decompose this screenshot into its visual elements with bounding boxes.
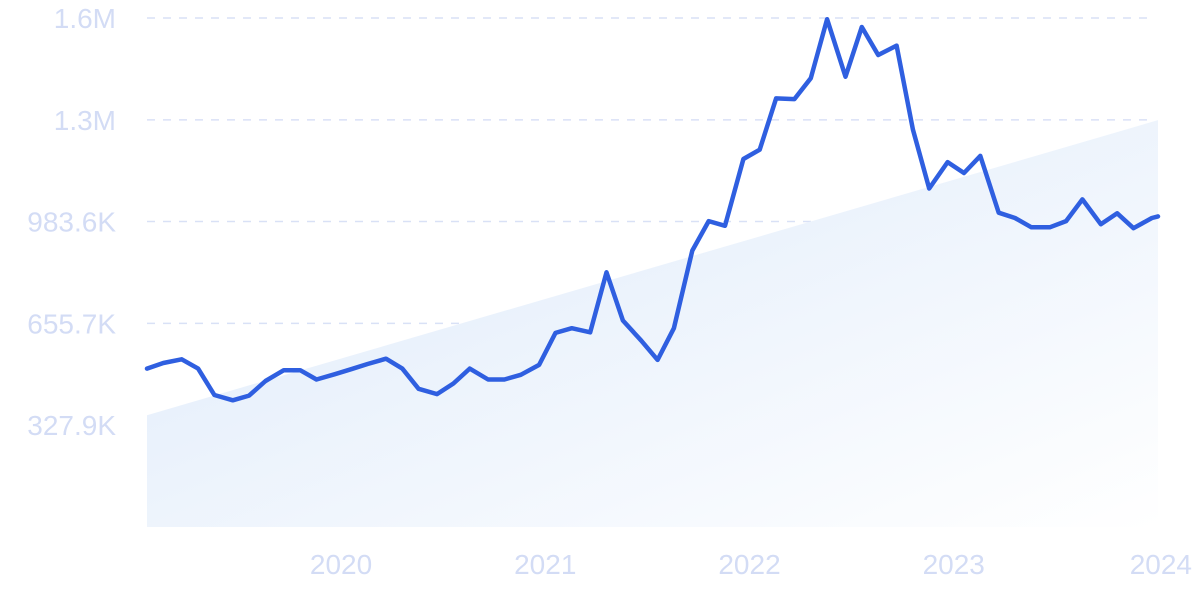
x-tick-label: 2021 <box>514 549 576 580</box>
y-axis-ticks: 327.9K 655.7K 983.6K 1.3M 1.6M <box>27 3 116 441</box>
y-tick-label: 983.6K <box>27 207 116 238</box>
y-tick-label: 327.9K <box>27 410 116 441</box>
y-tick-label: 1.3M <box>54 105 116 136</box>
x-tick-label: 2022 <box>718 549 780 580</box>
x-axis-ticks: 2020 2021 2022 2023 2024 <box>310 549 1192 580</box>
x-tick-label: 2023 <box>923 549 985 580</box>
series-layer <box>144 16 1161 403</box>
y-tick-label: 655.7K <box>27 308 116 339</box>
trend-area <box>147 120 1158 527</box>
series-line-0 <box>144 16 1161 403</box>
y-tick-label: 1.6M <box>54 3 116 34</box>
x-tick-label: 2020 <box>310 549 372 580</box>
x-tick-label: 2024 <box>1130 549 1192 580</box>
trend-layer <box>147 120 1158 527</box>
